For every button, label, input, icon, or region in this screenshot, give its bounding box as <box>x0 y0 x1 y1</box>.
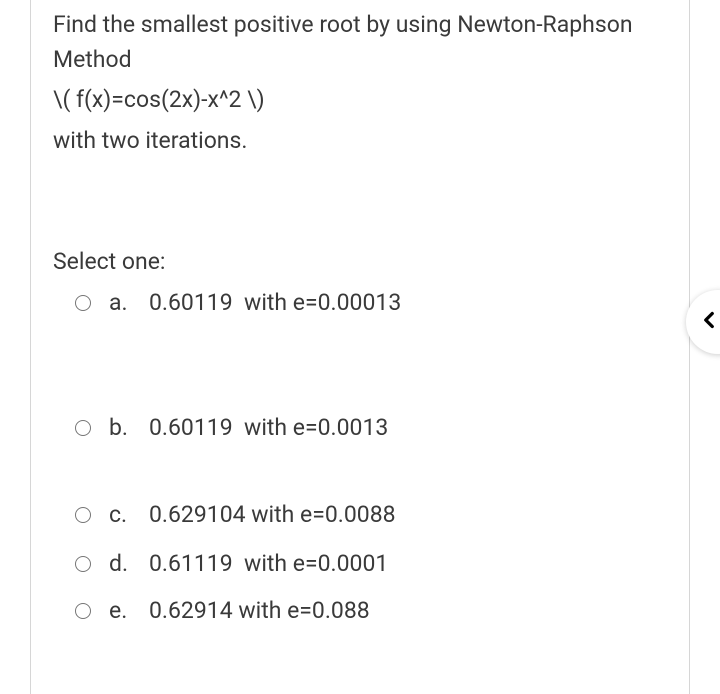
question-formula: \( f(x)=cos(2x)-x^2 \) <box>53 83 667 118</box>
radio-d[interactable] <box>75 556 91 572</box>
radio-b[interactable] <box>75 420 91 436</box>
iterations-note: with two iterations. <box>53 124 667 159</box>
option-letter: c. <box>109 501 135 528</box>
option-text: 0.629104 with e=0.0088 <box>149 501 396 528</box>
option-e[interactable]: e. 0.62914 with e=0.088 <box>53 597 667 624</box>
question-card: Find the smallest positive root by using… <box>30 0 690 694</box>
option-a[interactable]: a. 0.60119 with e=0.00013 <box>53 289 667 316</box>
option-text: 0.60119 with e=0.0013 <box>149 414 388 441</box>
option-text: 0.62914 with e=0.088 <box>149 597 370 624</box>
option-letter: b. <box>109 414 135 441</box>
option-text: 0.60119 with e=0.00013 <box>149 289 401 316</box>
radio-a[interactable] <box>75 295 91 311</box>
option-letter: d. <box>109 550 135 577</box>
radio-c[interactable] <box>75 507 91 523</box>
radio-e[interactable] <box>75 603 91 619</box>
option-text: 0.61119 with e=0.0001 <box>149 550 388 577</box>
option-letter: e. <box>109 597 135 624</box>
option-letter: a. <box>109 289 135 316</box>
prev-button[interactable] <box>686 290 720 354</box>
chevron-left-icon <box>714 307 720 337</box>
option-c[interactable]: c. 0.629104 with e=0.0088 <box>53 501 667 528</box>
option-d[interactable]: d. 0.61119 with e=0.0001 <box>53 550 667 577</box>
option-b[interactable]: b. 0.60119 with e=0.0013 <box>53 414 667 441</box>
select-one-label: Select one: <box>53 248 667 275</box>
question-prompt: Find the smallest positive root by using… <box>53 8 667 77</box>
